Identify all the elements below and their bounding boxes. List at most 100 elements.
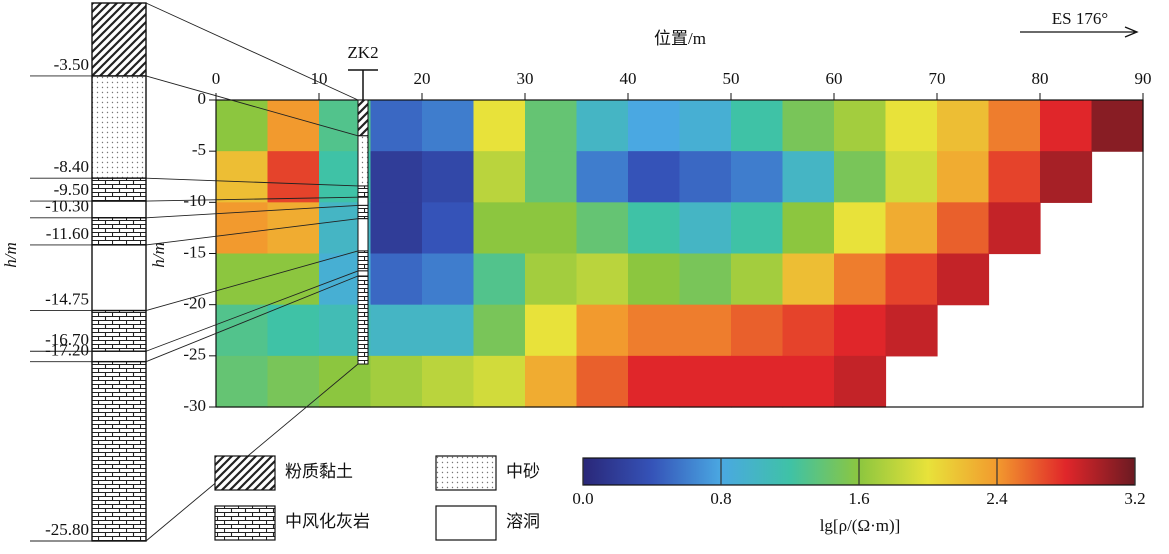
x-tick-label: 20	[414, 69, 431, 88]
heat-cell	[885, 202, 938, 255]
legend-label: 中砂	[506, 462, 540, 481]
heat-cell	[1040, 151, 1093, 203]
heat-cell	[422, 304, 475, 357]
link-line	[145, 218, 359, 246]
borehole-name: ZK2	[347, 43, 378, 62]
log-layer	[91, 2, 147, 77]
colorbar-tick-label: 0.0	[572, 489, 593, 508]
heat-cell	[885, 100, 938, 152]
heat-cell	[576, 355, 629, 408]
section-layer	[357, 275, 369, 365]
heat-cell	[628, 202, 681, 255]
heat-cell	[576, 202, 629, 255]
heat-cell	[267, 304, 320, 357]
heat-cell	[679, 151, 732, 203]
heat-cell	[988, 100, 1041, 152]
legend-label: 中风化灰岩	[285, 512, 370, 531]
heat-cell	[782, 304, 835, 357]
x-tick-label: 40	[620, 69, 637, 88]
heat-cell	[679, 304, 732, 357]
heat-cell	[525, 151, 578, 203]
heat-cell	[731, 355, 784, 408]
x-tick-label: 80	[1032, 69, 1049, 88]
y-tick-label: -25	[183, 345, 206, 364]
heat-cell	[731, 253, 784, 306]
heat-cell	[937, 151, 990, 203]
heat-cell	[370, 304, 423, 357]
heat-cell	[422, 151, 475, 203]
heat-cell	[885, 253, 938, 306]
heat-cell	[731, 304, 784, 357]
heat-cell	[216, 304, 269, 357]
heat-cell	[628, 100, 681, 152]
heat-cell	[576, 253, 629, 306]
heat-cell	[370, 253, 423, 306]
heat-cell	[422, 355, 475, 408]
heat-cell	[267, 100, 320, 152]
section-layer	[357, 99, 369, 137]
heat-cell	[937, 100, 990, 152]
legend-swatch	[435, 505, 497, 541]
x-tick-label: 10	[311, 69, 328, 88]
link-line	[145, 275, 359, 363]
heat-cell	[937, 202, 990, 255]
heat-cell	[216, 253, 269, 306]
heat-cell	[628, 151, 681, 203]
heat-cell	[731, 151, 784, 203]
heat-cell	[216, 100, 269, 152]
heat-cell	[731, 202, 784, 255]
log-layer	[91, 200, 147, 219]
link-line	[145, 177, 359, 187]
log-layer	[91, 309, 147, 352]
link-line	[145, 363, 359, 542]
link-line	[145, 196, 359, 202]
section-layer	[357, 270, 369, 277]
depth-label: -8.40	[54, 157, 89, 176]
log-layer	[91, 244, 147, 312]
heat-cell	[473, 304, 526, 357]
heat-cell	[216, 202, 269, 255]
depth-label: -9.50	[54, 180, 89, 199]
heat-cell	[473, 202, 526, 255]
heat-cell	[422, 253, 475, 306]
heat-cell	[1040, 100, 1093, 152]
colorbar-tick-label: 0.8	[710, 489, 731, 508]
link-line	[145, 270, 359, 352]
section-layer	[357, 204, 369, 220]
heat-cell	[267, 355, 320, 408]
heat-cell	[525, 202, 578, 255]
heat-cell	[731, 100, 784, 152]
link-line	[145, 250, 359, 312]
legend-swatch	[435, 455, 497, 491]
heat-cell	[885, 304, 938, 357]
heat-cell	[473, 253, 526, 306]
heat-cell	[988, 151, 1041, 203]
heat-cell	[679, 100, 732, 152]
y-tick-label: 0	[198, 89, 207, 108]
heat-cell	[216, 151, 269, 203]
heat-cell	[370, 202, 423, 255]
colorbar-label: lg[ρ/(Ω·m)]	[820, 516, 901, 535]
legend-swatch	[214, 505, 276, 541]
heat-cell	[370, 100, 423, 152]
heat-cell	[885, 151, 938, 203]
heat-cell	[937, 253, 990, 306]
heat-cell	[370, 151, 423, 203]
borehole-marker	[348, 69, 378, 100]
heatmap	[216, 100, 1144, 408]
heat-cell	[834, 355, 887, 408]
heat-cell	[525, 253, 578, 306]
heat-cell	[679, 355, 732, 408]
depth-label: -16.70	[45, 330, 89, 349]
x-axis-label: 位置/m	[654, 29, 706, 48]
x-tick-label: 50	[723, 69, 740, 88]
heat-cell	[422, 202, 475, 255]
x-tick-label: 60	[826, 69, 843, 88]
heat-cell	[782, 151, 835, 203]
y-tick-label: -15	[183, 242, 206, 261]
heat-cell	[782, 202, 835, 255]
log-layer	[91, 360, 147, 542]
depth-label: -17.20	[45, 341, 89, 360]
link-line	[145, 2, 359, 101]
